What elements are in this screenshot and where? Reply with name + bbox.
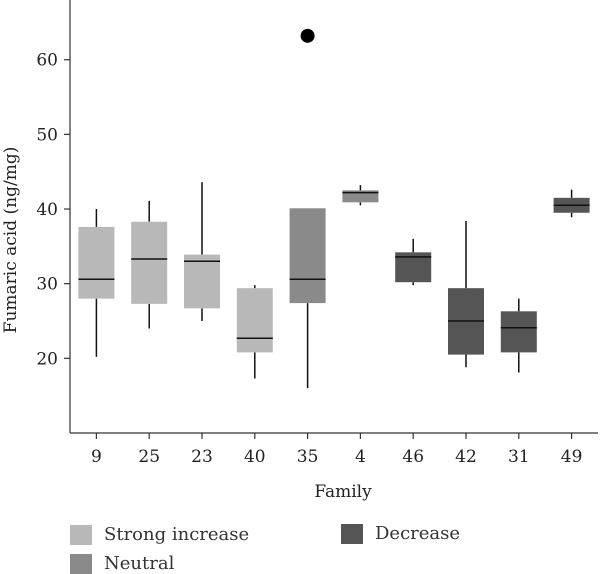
box-rect-4 (342, 190, 379, 203)
box-rect-40 (236, 288, 273, 353)
x-tick-label-25: 25 (138, 447, 160, 467)
y-tick-label-40: 40 (36, 200, 58, 220)
box-family-9 (78, 209, 115, 357)
legend-item-neutral: Neutral (70, 553, 174, 574)
x-axis-title: Family (314, 482, 372, 502)
x-axis-ticks: 9 25 23 40 35 4 46 42 31 49 (91, 433, 582, 467)
legend-item-strong-increase: Strong increase (70, 524, 249, 545)
x-tick-label-35: 35 (297, 447, 319, 467)
y-tick-label-50: 50 (36, 125, 58, 145)
x-tick-label-49: 49 (561, 447, 583, 467)
y-tick-label-20: 20 (36, 349, 58, 369)
y-tick-label-60: 60 (36, 51, 58, 71)
boxes (78, 28, 590, 389)
box-rect-23 (184, 254, 220, 309)
x-tick-label-40: 40 (244, 447, 266, 467)
x-tick-label-9: 9 (91, 447, 102, 467)
y-axis-title: Fumaric acid (ng/mg) (1, 147, 21, 334)
box-family-35 (289, 28, 326, 389)
x-tick-label-46: 46 (402, 447, 424, 467)
legend-label-decrease: Decrease (375, 523, 461, 544)
legend-swatch-decrease (341, 523, 363, 544)
box-family-49 (553, 189, 590, 218)
box-family-25 (131, 200, 168, 329)
y-axis-ticks: 20 30 40 50 60 (36, 51, 70, 369)
x-tick-label-31: 31 (508, 447, 530, 467)
legend-swatch-neutral (70, 553, 92, 574)
box-family-4 (342, 185, 379, 206)
box-family-42 (448, 220, 484, 368)
legend-label-strong-increase: Strong increase (104, 524, 250, 545)
box-rect-25 (131, 221, 168, 304)
box-family-31 (500, 298, 537, 373)
x-tick-label-4: 4 (355, 447, 366, 467)
box-rect-31 (500, 311, 537, 353)
box-family-46 (395, 238, 432, 286)
y-tick-label-30: 30 (36, 275, 58, 295)
axes (69, 0, 598, 434)
legend-label-neutral: Neutral (104, 553, 175, 574)
x-tick-label-23: 23 (191, 447, 213, 467)
legend-swatch-strong-increase (70, 524, 92, 545)
box-family-23 (184, 182, 220, 322)
box-rect-9 (78, 226, 115, 299)
outlier-35-0 (300, 28, 315, 43)
box-family-40 (236, 285, 273, 379)
legend-item-decrease: Decrease (341, 523, 460, 544)
x-tick-label-42: 42 (455, 447, 477, 467)
box-rect-35 (289, 208, 326, 304)
